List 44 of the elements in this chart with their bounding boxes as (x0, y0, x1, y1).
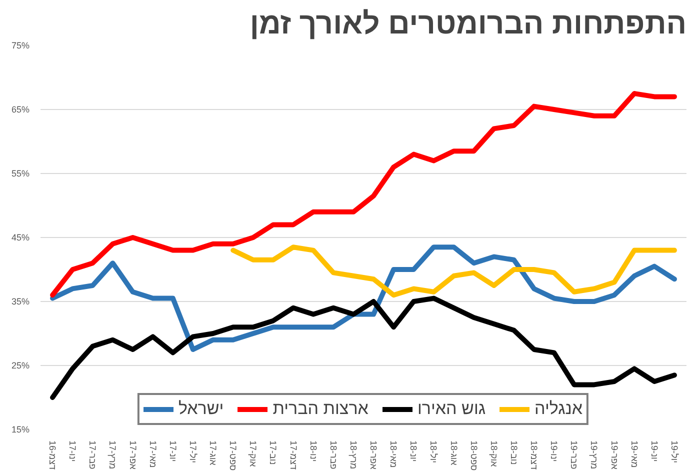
x-tick-label: יונ-18 (408, 440, 419, 462)
x-tick-label: נוב-17 (268, 440, 278, 465)
x-tick-label: ספט-17 (228, 440, 238, 471)
y-tick-label: 65% (11, 104, 30, 114)
x-tick-label: מאי-19 (629, 440, 640, 468)
x-tick-label: יונ-17 (168, 440, 178, 462)
x-tick-label: אפר-17 (128, 440, 138, 470)
y-tick-label: 45% (11, 232, 30, 242)
x-tick-label: מרץ-19 (589, 440, 600, 470)
x-tick-label: ינו-17 (68, 440, 78, 462)
x-tick-label: פבר-19 (569, 440, 580, 470)
x-tick-label: מאי-17 (148, 440, 158, 468)
x-tick-label: פבר-18 (328, 440, 338, 470)
x-tick-label: יול-19 (669, 440, 680, 463)
x-tick-label: מרץ-17 (108, 440, 118, 470)
legend-label: ישראל (178, 399, 224, 419)
x-tick-label: יול-18 (428, 440, 439, 463)
y-tick-label: 55% (11, 168, 30, 178)
x-tick-label: יונ-19 (649, 440, 660, 462)
legend-label: אנגליה (534, 399, 583, 419)
x-tick-label: אוק-17 (248, 440, 258, 468)
x-tick-label: אוג-17 (208, 440, 218, 466)
y-tick-label: 75% (11, 40, 30, 50)
x-tick-label: אפר-19 (609, 440, 620, 470)
x-tick-label: נוב-18 (508, 440, 519, 465)
y-tick-label: 25% (11, 360, 30, 370)
legend-label: גוש האירו (417, 399, 486, 419)
x-tick-label: דצמ-18 (529, 440, 540, 470)
x-tick-label: אפר-18 (368, 440, 379, 470)
chart-title: התפתחות הברומטרים לאורך זמן (250, 8, 687, 40)
x-tick-label: דצמ-17 (288, 440, 298, 470)
x-tick-label: ינו-18 (308, 440, 318, 462)
x-tick-label: מאי-18 (388, 440, 399, 468)
x-tick-label: דצמ-16 (48, 440, 58, 470)
y-tick-label: 35% (11, 296, 30, 306)
x-tick-label: מרץ-18 (348, 440, 358, 470)
x-tick-label: יול-17 (188, 440, 198, 463)
legend-label: ארצות הברית (272, 399, 368, 419)
x-tick-label: אוג-18 (448, 440, 459, 466)
x-tick-label: ספט-18 (468, 440, 479, 471)
y-tick-label: 15% (11, 424, 30, 434)
x-tick-label: אוק-18 (488, 440, 499, 468)
x-tick-label: פבר-17 (88, 440, 98, 470)
x-tick-label: ינו-19 (549, 440, 560, 462)
